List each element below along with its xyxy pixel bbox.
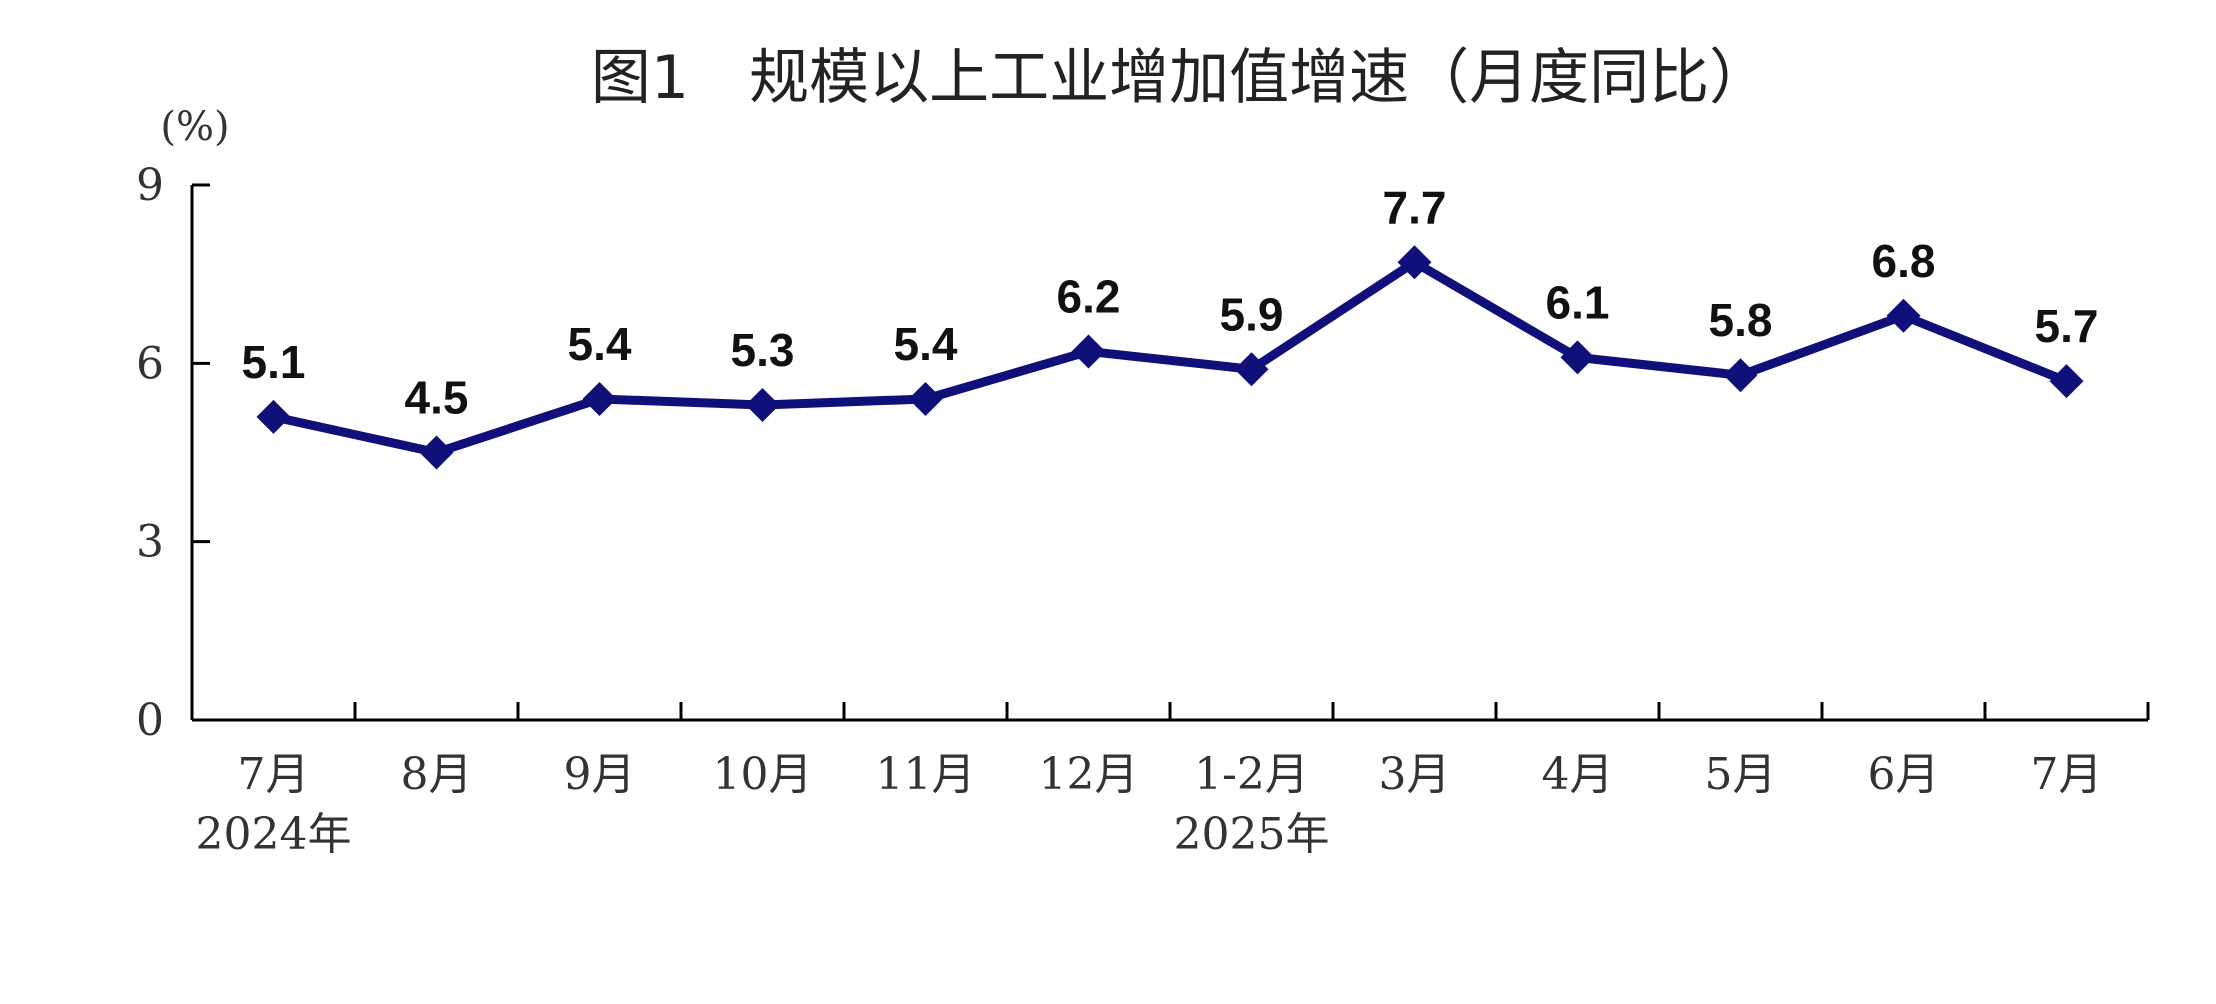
- data-value-label: 5.3: [731, 324, 795, 376]
- x-tick-label: 7月: [238, 749, 310, 800]
- x-tick-label: 7月: [2031, 749, 2103, 800]
- data-value-label: 6.2: [1057, 270, 1121, 322]
- data-point-marker: [256, 399, 291, 434]
- data-value-label: 6.1: [1546, 276, 1610, 328]
- x-tick-label: 8月: [401, 749, 473, 800]
- x-tick-label: 3月: [1379, 749, 1451, 800]
- data-value-label: 5.9: [1220, 288, 1284, 340]
- x-tick-label: 1-2月: [1194, 749, 1309, 800]
- x-tick-labels: 7月 8月 9月 10月 11月 12月 1-2月 3月 4月 5月 6月 7月 2024年 2025年: [196, 749, 2103, 860]
- y-tick-label: 6: [136, 338, 164, 389]
- data-value-label: 5.8: [1709, 294, 1773, 346]
- x-year-label: 2024年: [196, 809, 352, 860]
- data-point-marker: [745, 387, 780, 422]
- chart-title: 图1 规模以上工业增加值增速（月度同比）: [591, 43, 1769, 113]
- data-value-label: 5.4: [894, 318, 958, 370]
- y-tick-label: 0: [136, 695, 164, 746]
- x-tick-label: 10月: [713, 749, 813, 800]
- data-point-marker: [1234, 352, 1269, 387]
- data-value-label: 6.8: [1872, 235, 1936, 287]
- data-value-label: 7.7: [1383, 181, 1447, 233]
- y-tick-label: 3: [136, 517, 164, 568]
- data-point-marker: [908, 382, 943, 416]
- data-point-marker: [419, 435, 454, 470]
- series-line: [269, 257, 2071, 457]
- y-axis-unit-label: (%): [160, 104, 229, 150]
- x-year-label: 2025年: [1174, 809, 1330, 860]
- x-tick-label: 9月: [564, 749, 636, 800]
- data-value-label: 5.4: [568, 318, 632, 370]
- data-value-label: 5.7: [2035, 300, 2099, 352]
- data-point-marker: [1071, 334, 1106, 369]
- data-point-marker: [1560, 340, 1595, 375]
- data-labels: 5.1 4.5 5.4 5.3 5.4 6.2 5.9 7.7 6.1 5.8 6.8 5.7: [242, 181, 2099, 423]
- x-tick-label: 6月: [1868, 749, 1940, 800]
- data-point-marker: [1397, 245, 1432, 280]
- x-tick-label: 11月: [876, 749, 976, 800]
- y-tick-label: 9: [136, 160, 164, 211]
- data-point-marker: [2049, 364, 2084, 399]
- data-point-marker: [1723, 358, 1758, 393]
- data-value-label: 5.1: [242, 336, 306, 388]
- data-value-label: 4.5: [405, 372, 469, 424]
- data-series: [256, 245, 2084, 470]
- data-point-marker: [582, 382, 617, 416]
- axes: [190, 183, 2150, 722]
- x-tick-label: 5月: [1705, 749, 1777, 800]
- x-tick-label: 12月: [1039, 749, 1139, 800]
- y-tick-labels: 0 3 6 9: [136, 160, 164, 746]
- data-point-marker: [1886, 298, 1921, 333]
- x-tick-label: 4月: [1542, 749, 1614, 800]
